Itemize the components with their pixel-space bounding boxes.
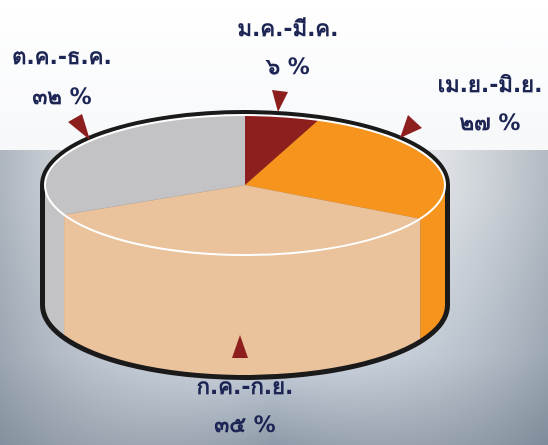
pointers <box>68 90 422 358</box>
category-label: ต.ค.-ธ.ค. <box>12 45 112 70</box>
pointer <box>232 335 248 358</box>
value-label: ๖ % <box>265 55 310 80</box>
slice <box>245 119 446 219</box>
slice <box>44 115 246 215</box>
slice-side <box>420 185 445 339</box>
pointer <box>400 115 422 138</box>
slice <box>245 115 319 185</box>
value-label: ๓๕ % <box>214 413 275 438</box>
pie <box>40 110 450 380</box>
category-label: ม.ค.-มี.ค. <box>238 17 339 42</box>
top-outline <box>44 114 446 256</box>
category-label: เม.ย.-มิ.ย. <box>438 73 543 98</box>
pointer <box>272 90 288 112</box>
slice-side <box>45 185 65 335</box>
value-label: ๒๗ % <box>460 111 521 136</box>
slice-side <box>64 214 421 375</box>
pointer <box>68 114 90 140</box>
category-label: ก.ค.-ก.ย. <box>197 375 294 400</box>
slice <box>64 185 421 255</box>
value-label: ๓๒ % <box>32 85 91 110</box>
